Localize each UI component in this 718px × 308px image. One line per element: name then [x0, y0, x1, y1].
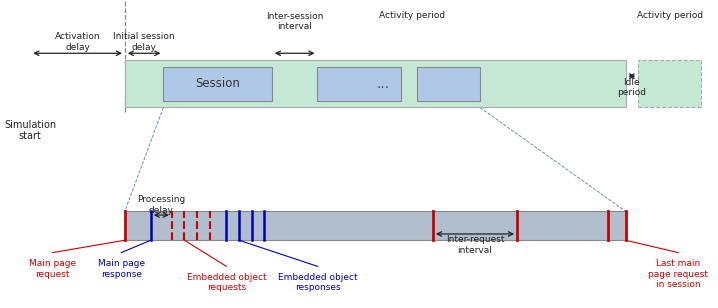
Bar: [638, 60, 701, 107]
Text: Idle
period: Idle period: [617, 78, 646, 97]
Text: Inter-request
interval: Inter-request interval: [446, 236, 504, 255]
Text: Activity period: Activity period: [637, 11, 703, 20]
Text: ...: ...: [377, 77, 390, 91]
Text: Initial session
delay: Initial session delay: [113, 32, 175, 52]
Text: Processing
delay: Processing delay: [137, 195, 185, 215]
Bar: [164, 67, 272, 101]
Text: Activity period: Activity period: [379, 11, 445, 20]
Text: Embedded object
responses: Embedded object responses: [278, 273, 358, 292]
Text: Main page
response: Main page response: [98, 259, 145, 279]
Text: Simulation
start: Simulation start: [4, 120, 57, 141]
Bar: [317, 67, 401, 101]
Text: Main page
request: Main page request: [29, 259, 76, 279]
Text: Embedded object
requests: Embedded object requests: [187, 273, 266, 292]
Text: Activation
delay: Activation delay: [55, 32, 101, 52]
Text: Last main
page request
in session: Last main page request in session: [648, 259, 708, 289]
Bar: [417, 67, 480, 101]
Bar: [125, 60, 625, 107]
Bar: [125, 211, 625, 240]
Text: Session: Session: [195, 77, 240, 90]
Text: Inter-session
interval: Inter-session interval: [266, 12, 323, 31]
